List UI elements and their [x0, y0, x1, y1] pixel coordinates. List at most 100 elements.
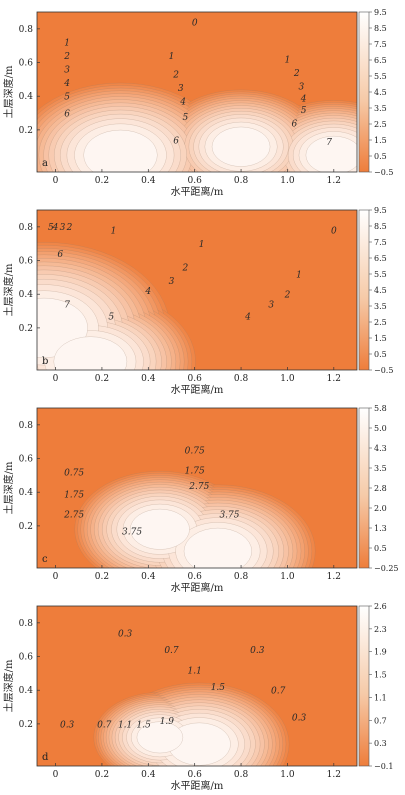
colorbar-tick-label: 1.5	[374, 334, 387, 343]
colorbar-tick-label: 2.5	[374, 120, 387, 129]
y-tick-label: 0.6	[19, 653, 34, 663]
colorbar-tick-label: 9.5	[374, 206, 387, 215]
panel-label: d	[42, 752, 49, 763]
contour-label: 3	[298, 82, 304, 92]
colorbar-tick-label: 1.3	[374, 524, 387, 533]
contour-label: 5	[183, 113, 189, 123]
contour-band	[183, 527, 252, 568]
contour-label: 0.7	[164, 646, 179, 656]
colorbar-tick-label: 4.5	[374, 88, 387, 97]
chart-svg-d: 0 0.2 0.4 0.6 0.8 1.0 1.2 0.2 0.4 0.6 0.8 水平距离/m 土层深…	[2, 602, 393, 792]
colorbar-tick-label: 1.5	[374, 136, 387, 145]
x-axis-label: 水平距离/m	[171, 185, 224, 198]
contour-label: 7	[64, 301, 70, 311]
contour-label: 3	[178, 84, 184, 94]
y-tick-label: 0.6	[19, 455, 34, 465]
colorbar-tick-label: 0.5	[374, 544, 387, 553]
contour-label: 1.75	[185, 467, 205, 477]
x-tick-label: 1.0	[280, 572, 295, 582]
contour-label: 1	[111, 227, 117, 237]
contour-label: 0.75	[185, 446, 205, 456]
contour-field	[37, 606, 357, 766]
x-tick-label: 1.2	[327, 176, 341, 186]
colorbar-tick-label: 1.9	[374, 648, 387, 657]
y-tick-label: 0.2	[19, 522, 33, 532]
y-axis-label: 土层深度/m	[2, 263, 15, 316]
contour-label: 0	[331, 227, 337, 237]
x-tick-label: 0.8	[234, 176, 249, 186]
contour-band	[305, 135, 357, 172]
plot-frame	[36, 605, 358, 767]
x-tick-label: 0.6	[188, 770, 203, 780]
chart-svg-b: 0 0.2 0.4 0.6 0.8 1.0 1.2 0.2 0.4 0.6 0.8 水平距离/m 土层深…	[2, 206, 393, 396]
contour-label: 1	[296, 270, 302, 280]
x-tick-label: 0	[53, 374, 59, 384]
colorbar-tick-label: 8.5	[374, 24, 387, 33]
colorbar	[358, 11, 370, 173]
colorbar-tick-label: 0.7	[374, 716, 387, 725]
contour-label: 1	[64, 39, 70, 49]
contour-label: 1	[285, 56, 291, 66]
colorbar-tick-label: 2.5	[374, 318, 387, 327]
y-tick-label: 0.4	[19, 686, 34, 696]
x-axis-label: 水平距离/m	[171, 383, 224, 396]
contour-label: 1.1	[118, 720, 132, 730]
colorbar-tick-label: 4.3	[374, 444, 387, 453]
contour-label: 2	[63, 52, 70, 62]
x-tick-label: 0	[53, 770, 59, 780]
contour-label: 2	[293, 69, 300, 79]
colorbar-tick-label: 1.5	[374, 671, 387, 680]
colorbar-tick-label: 5.0	[374, 424, 387, 433]
x-tick-label: 0.8	[234, 572, 249, 582]
contour-label: 5	[64, 93, 70, 103]
x-tick-label: 0.4	[141, 572, 156, 582]
y-tick-label: 0.2	[19, 324, 33, 334]
x-tick-label: 1.2	[327, 374, 341, 384]
plot-frame	[36, 407, 358, 569]
x-tick-label: 0.4	[141, 374, 156, 384]
x-tick-label: 1.0	[280, 374, 295, 384]
contour-label: 5	[301, 106, 307, 116]
x-tick-label: 0.6	[188, 374, 203, 384]
contour-label: 1.75	[64, 490, 84, 500]
contour-label: 1.1	[188, 666, 202, 676]
colorbar-tick-label: −0.25	[374, 564, 399, 573]
x-tick-label: 0.6	[188, 572, 203, 582]
contour-label: 5	[108, 312, 114, 322]
y-tick-label: 0.4	[19, 92, 34, 102]
colorbar-tick-label: 2.8	[374, 484, 387, 493]
contour-band	[53, 336, 128, 370]
colorbar-tick-label: 0.5	[374, 350, 387, 359]
x-tick-label: 1.2	[327, 770, 341, 780]
contour-label: 3	[268, 301, 274, 311]
x-axis-label: 水平距离/m	[171, 581, 224, 594]
chart-svg-a: 0 0.2 0.4 0.6 0.8 1.0 1.2 0.2 0.4 0.6 0.8 水平距离/m 土层深…	[2, 8, 393, 198]
colorbar-tick-label: 2.6	[374, 602, 387, 611]
panel-label: c	[42, 554, 48, 565]
x-axis-label: 水平距离/m	[171, 779, 224, 792]
colorbar-tick-label: 0.3	[374, 739, 387, 748]
colorbar-tick-label: 6.5	[374, 254, 387, 263]
chart-panel-a: 0 0.2 0.4 0.6 0.8 1.0 1.2 0.2 0.4 0.6 0.8 水平距离/m 土层深…	[0, 0, 405, 198]
y-tick-label: 0.8	[19, 223, 34, 233]
chart-panel-b: 0 0.2 0.4 0.6 0.8 1.0 1.2 0.2 0.4 0.6 0.8 水平距离/m 土层深…	[0, 198, 405, 396]
colorbar-tick-label: 9.5	[374, 8, 387, 17]
contour-band	[136, 721, 184, 754]
colorbar	[358, 209, 370, 371]
colorbar-tick-label: 8.5	[374, 222, 387, 231]
y-tick-label: 0.6	[19, 257, 34, 267]
contour-label: 1.9	[160, 717, 175, 727]
plot-frame	[36, 209, 358, 371]
x-tick-label: 0	[53, 176, 59, 186]
colorbar-tick-label: 3.5	[374, 302, 387, 311]
contour-label: 4	[244, 312, 251, 322]
contour-field	[37, 210, 357, 370]
contour-label: 2	[172, 71, 179, 81]
y-tick-label: 0.8	[19, 421, 34, 431]
panel-label: b	[42, 356, 48, 367]
colorbar-tick-label: 4.5	[374, 286, 387, 295]
y-tick-label: 0.2	[19, 126, 33, 136]
x-tick-label: 0.2	[95, 374, 109, 384]
contour-label: 2	[284, 291, 291, 301]
colorbar-tick-label: −0.5	[374, 366, 393, 375]
